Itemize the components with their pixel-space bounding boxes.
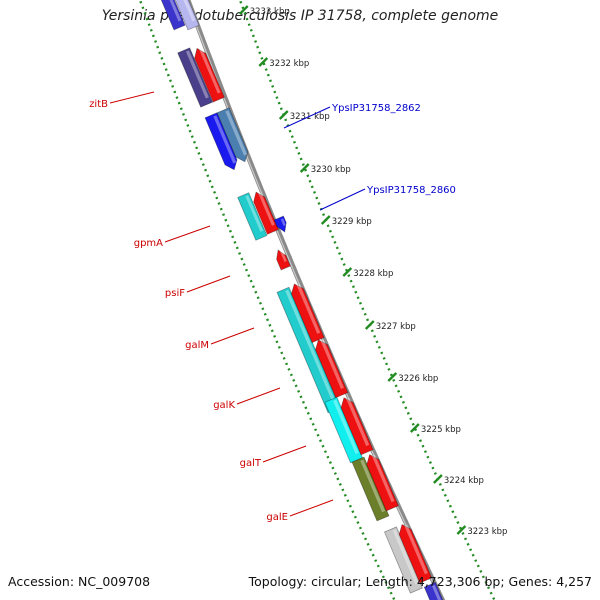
genome-backbone <box>185 0 446 600</box>
kbp-tick-label: 3225 kbp <box>421 425 461 435</box>
leader-line <box>289 499 334 517</box>
gene-label-psiF: psiF <box>165 288 185 299</box>
gene-label-galK: galK <box>213 400 235 411</box>
label-leader-lines <box>109 91 366 517</box>
gene-label-galM: galM <box>185 340 209 351</box>
accession-text: Accession: NC_009708 <box>8 574 151 589</box>
gene-zitB-adjacent <box>177 47 214 108</box>
gene-top-blue <box>156 0 186 31</box>
kbp-tick-label: 3226 kbp <box>398 374 438 384</box>
gene-gpmA-cyan <box>237 192 268 241</box>
kbp-tick-label: 3233 kbp <box>250 7 290 17</box>
kbp-tick <box>364 320 375 330</box>
gene-2860 <box>273 215 287 233</box>
gene-label-galT: galT <box>240 458 262 469</box>
outer-dotted-guides <box>138 0 496 600</box>
gene-features <box>156 0 447 600</box>
gene-label-gpmA: gpmA <box>134 238 163 249</box>
kbp-tick <box>258 57 269 67</box>
kbp-tick <box>456 525 467 535</box>
gene-2862-b <box>216 107 249 163</box>
gene-galE <box>366 454 399 512</box>
kbp-tick <box>238 5 249 15</box>
gene-bottom-blue <box>423 581 447 600</box>
kbp-tick <box>433 474 443 484</box>
gene-galK <box>315 339 349 399</box>
leader-line <box>164 225 211 243</box>
gene-gpmA <box>253 191 279 235</box>
gene-labels: zitB gpmA psiF galM galK galT galE YpsIP31758_2… <box>89 99 456 523</box>
kbp-tick <box>299 163 310 173</box>
leader-line <box>210 327 255 345</box>
kbp-tick-label: 3230 kbp <box>311 165 351 175</box>
kbp-tick-label: 3223 kbp <box>467 527 507 537</box>
gene-zitB <box>194 47 225 103</box>
leader-line <box>236 387 281 405</box>
map-title: Yersinia pseudotuberculosis IP 31758, co… <box>101 8 499 24</box>
leader-line <box>109 91 155 104</box>
gene-galM <box>291 283 325 344</box>
kbp-tick-labels: 3233 kbp 3232 kbp 3231 kbp 3230 kbp 3229 kbp… <box>250 7 508 537</box>
leader-line <box>186 275 231 293</box>
leader-line <box>283 106 331 129</box>
kbp-ticks <box>238 5 467 535</box>
kbp-tick <box>278 110 289 120</box>
inner-dotted-guide <box>138 0 396 600</box>
kbp-tick <box>387 372 398 382</box>
gene-galT <box>340 397 374 456</box>
kbp-tick-label: 3227 kbp <box>376 322 416 332</box>
kbp-tick-label: 3224 kbp <box>444 476 484 486</box>
kbp-tick-label: 3232 kbp <box>269 59 309 69</box>
kbp-tick-label: 3228 kbp <box>353 269 393 279</box>
gene-label-YpsIP31758_2860: YpsIP31758_2860 <box>366 185 456 196</box>
gene-galM-cyan <box>276 286 341 414</box>
topology-text: Topology: circular; Length: 4,723,306 bp… <box>248 574 592 589</box>
kbp-tick <box>320 215 331 225</box>
kbp-tick <box>409 423 420 433</box>
gene-label-zitB: zitB <box>89 99 108 110</box>
gene-label-galE: galE <box>266 512 288 523</box>
leader-line <box>262 445 307 463</box>
outer-dotted-guide <box>238 0 496 600</box>
gene-2862 <box>204 112 238 171</box>
gene-psiF <box>276 249 291 271</box>
gene-top-lavender <box>167 0 200 31</box>
gene-bottom-red <box>398 523 433 584</box>
backbone-line <box>185 0 446 600</box>
gene-label-YpsIP31758_2862: YpsIP31758_2862 <box>331 103 421 114</box>
kbp-tick-label: 3229 kbp <box>332 217 372 227</box>
kbp-tick <box>342 267 353 277</box>
kbp-tick-label: 3231 kbp <box>290 112 330 122</box>
leader-line <box>319 188 366 211</box>
